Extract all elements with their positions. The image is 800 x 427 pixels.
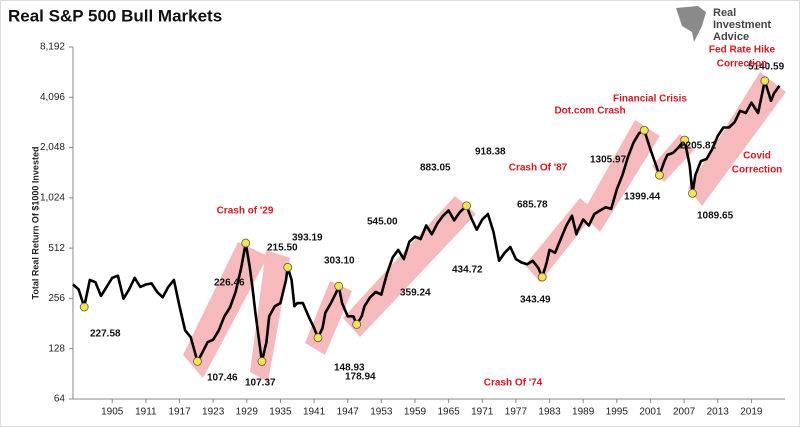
y-axis-title: Total Real Return Of $1000 Invested — [30, 147, 40, 300]
data-label: 1305.97 — [590, 155, 627, 166]
annotation: Crash Of '87 — [509, 163, 568, 174]
point-marker — [537, 272, 547, 282]
x-tick-label: 1941 — [303, 407, 326, 418]
data-label: 918.38 — [475, 147, 506, 158]
chart-title: Real S&P 500 Bull Markets — [8, 6, 222, 25]
point-marker — [283, 262, 293, 272]
point-marker — [79, 302, 89, 312]
y-tick-label: 512 — [48, 243, 65, 254]
peak-marker — [241, 238, 251, 248]
band — [183, 242, 268, 378]
point-marker — [760, 76, 770, 86]
x-tick-label: 1989 — [572, 407, 595, 418]
peak-marker — [680, 135, 690, 145]
logo-icon — [676, 6, 706, 42]
data-label: 107.46 — [207, 373, 238, 384]
annotation: Crash of '29 — [217, 206, 274, 217]
y-tick-label: 2,048 — [40, 142, 65, 153]
x-tick-label: 1977 — [505, 407, 528, 418]
annotation: Crash Of '74 — [484, 378, 543, 389]
data-label: 148.93 — [334, 363, 365, 374]
data-label: 1399.44 — [624, 192, 661, 203]
point-marker — [334, 281, 344, 291]
data-label: 883.05 — [420, 163, 451, 174]
point-marker — [688, 188, 697, 198]
data-label: 227.58 — [90, 329, 121, 340]
data-label: 545.00 — [367, 217, 398, 228]
x-tick-label: 1959 — [404, 407, 427, 418]
data-label: 178.94 — [345, 372, 376, 383]
logo-text: Real — [713, 7, 736, 19]
y-tick-label: 256 — [48, 293, 65, 304]
peak-marker — [639, 125, 649, 135]
annotation: Correction — [732, 165, 783, 176]
band — [688, 72, 786, 206]
point-marker — [257, 357, 267, 366]
data-label: 343.49 — [520, 295, 551, 306]
point-marker — [462, 201, 471, 211]
annotation: Fed Rate Hike — [709, 45, 776, 56]
x-tick-label: 1947 — [337, 407, 360, 418]
data-label: 685.78 — [517, 200, 548, 211]
x-tick-label: 1911 — [135, 407, 157, 418]
data-label: 215.50 — [267, 243, 298, 254]
data-label: 434.72 — [452, 265, 483, 276]
annotation: Dot.com Crash — [554, 106, 625, 117]
point-marker — [193, 357, 202, 366]
point-marker — [352, 320, 362, 329]
data-label: 226.46 — [214, 278, 245, 289]
point-marker — [655, 170, 664, 180]
annotation: Financial Crisis — [613, 94, 687, 105]
data-label: 2205.81 — [680, 141, 717, 152]
x-tick-label: 1965 — [437, 407, 460, 418]
x-tick-label: 1983 — [538, 407, 561, 418]
x-tick-label: 1953 — [370, 407, 393, 418]
y-tick-label: 4,096 — [40, 92, 65, 103]
y-tick-label: 8,192 — [40, 42, 65, 53]
x-tick-label: 1917 — [168, 407, 191, 418]
x-tick-label: 1923 — [202, 407, 225, 418]
logo-text: Investment — [713, 19, 771, 31]
x-tick-label: 1929 — [236, 407, 259, 418]
y-tick-label: 64 — [54, 394, 66, 405]
data-label: 107.37 — [245, 378, 276, 389]
x-tick-label: 2001 — [639, 407, 662, 418]
y-tick-label: 1,024 — [40, 192, 65, 203]
point-marker — [313, 333, 323, 343]
logo-text: Advice — [713, 31, 749, 43]
y-tick-label: 128 — [48, 343, 65, 354]
x-tick-label: 2019 — [740, 407, 763, 418]
x-tick-label: 2013 — [707, 407, 730, 418]
data-label: 393.19 — [292, 233, 323, 244]
annotation: Covid — [743, 151, 771, 162]
x-tick-label: 1971 — [471, 407, 494, 418]
band — [343, 196, 476, 337]
x-tick-label: 1935 — [269, 407, 292, 418]
data-label: 359.24 — [400, 288, 431, 299]
data-label: 5140.59 — [748, 62, 785, 73]
x-tick-label: 2007 — [673, 407, 696, 418]
x-tick-label: 1905 — [101, 407, 124, 418]
data-label: 1089.65 — [697, 211, 734, 222]
annotation: Correction — [717, 59, 768, 70]
x-tick-label: 1995 — [606, 407, 629, 418]
data-label: 303.10 — [324, 256, 355, 267]
